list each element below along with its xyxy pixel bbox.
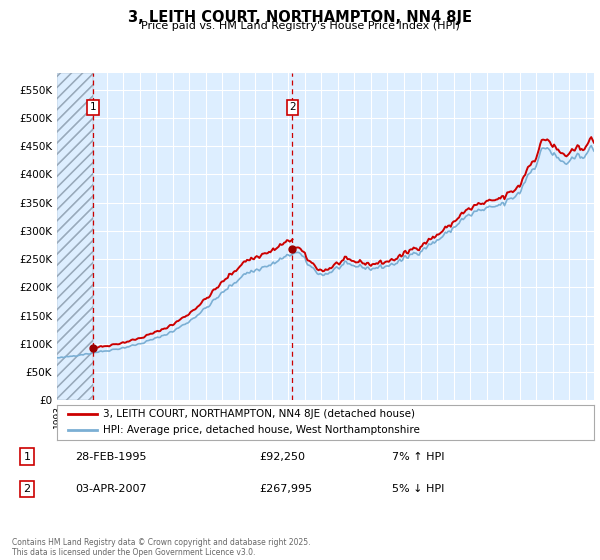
Text: 5% ↓ HPI: 5% ↓ HPI: [392, 484, 445, 494]
Text: 3, LEITH COURT, NORTHAMPTON, NN4 8JE: 3, LEITH COURT, NORTHAMPTON, NN4 8JE: [128, 10, 472, 25]
Text: £267,995: £267,995: [260, 484, 313, 494]
Text: 2: 2: [23, 484, 31, 494]
Text: 1: 1: [89, 102, 96, 112]
Text: 1: 1: [23, 451, 31, 461]
Text: 03-APR-2007: 03-APR-2007: [76, 484, 147, 494]
Text: Price paid vs. HM Land Registry's House Price Index (HPI): Price paid vs. HM Land Registry's House …: [140, 21, 460, 31]
Text: 2: 2: [289, 102, 296, 112]
Bar: [57, 73, 92, 400]
Bar: [57, 73, 92, 400]
Text: HPI: Average price, detached house, West Northamptonshire: HPI: Average price, detached house, West…: [103, 425, 419, 435]
Text: 28-FEB-1995: 28-FEB-1995: [76, 451, 147, 461]
Text: Contains HM Land Registry data © Crown copyright and database right 2025.
This d: Contains HM Land Registry data © Crown c…: [12, 538, 311, 557]
Text: 3, LEITH COURT, NORTHAMPTON, NN4 8JE (detached house): 3, LEITH COURT, NORTHAMPTON, NN4 8JE (de…: [103, 409, 415, 419]
Text: £92,250: £92,250: [260, 451, 305, 461]
Text: 7% ↑ HPI: 7% ↑ HPI: [392, 451, 445, 461]
